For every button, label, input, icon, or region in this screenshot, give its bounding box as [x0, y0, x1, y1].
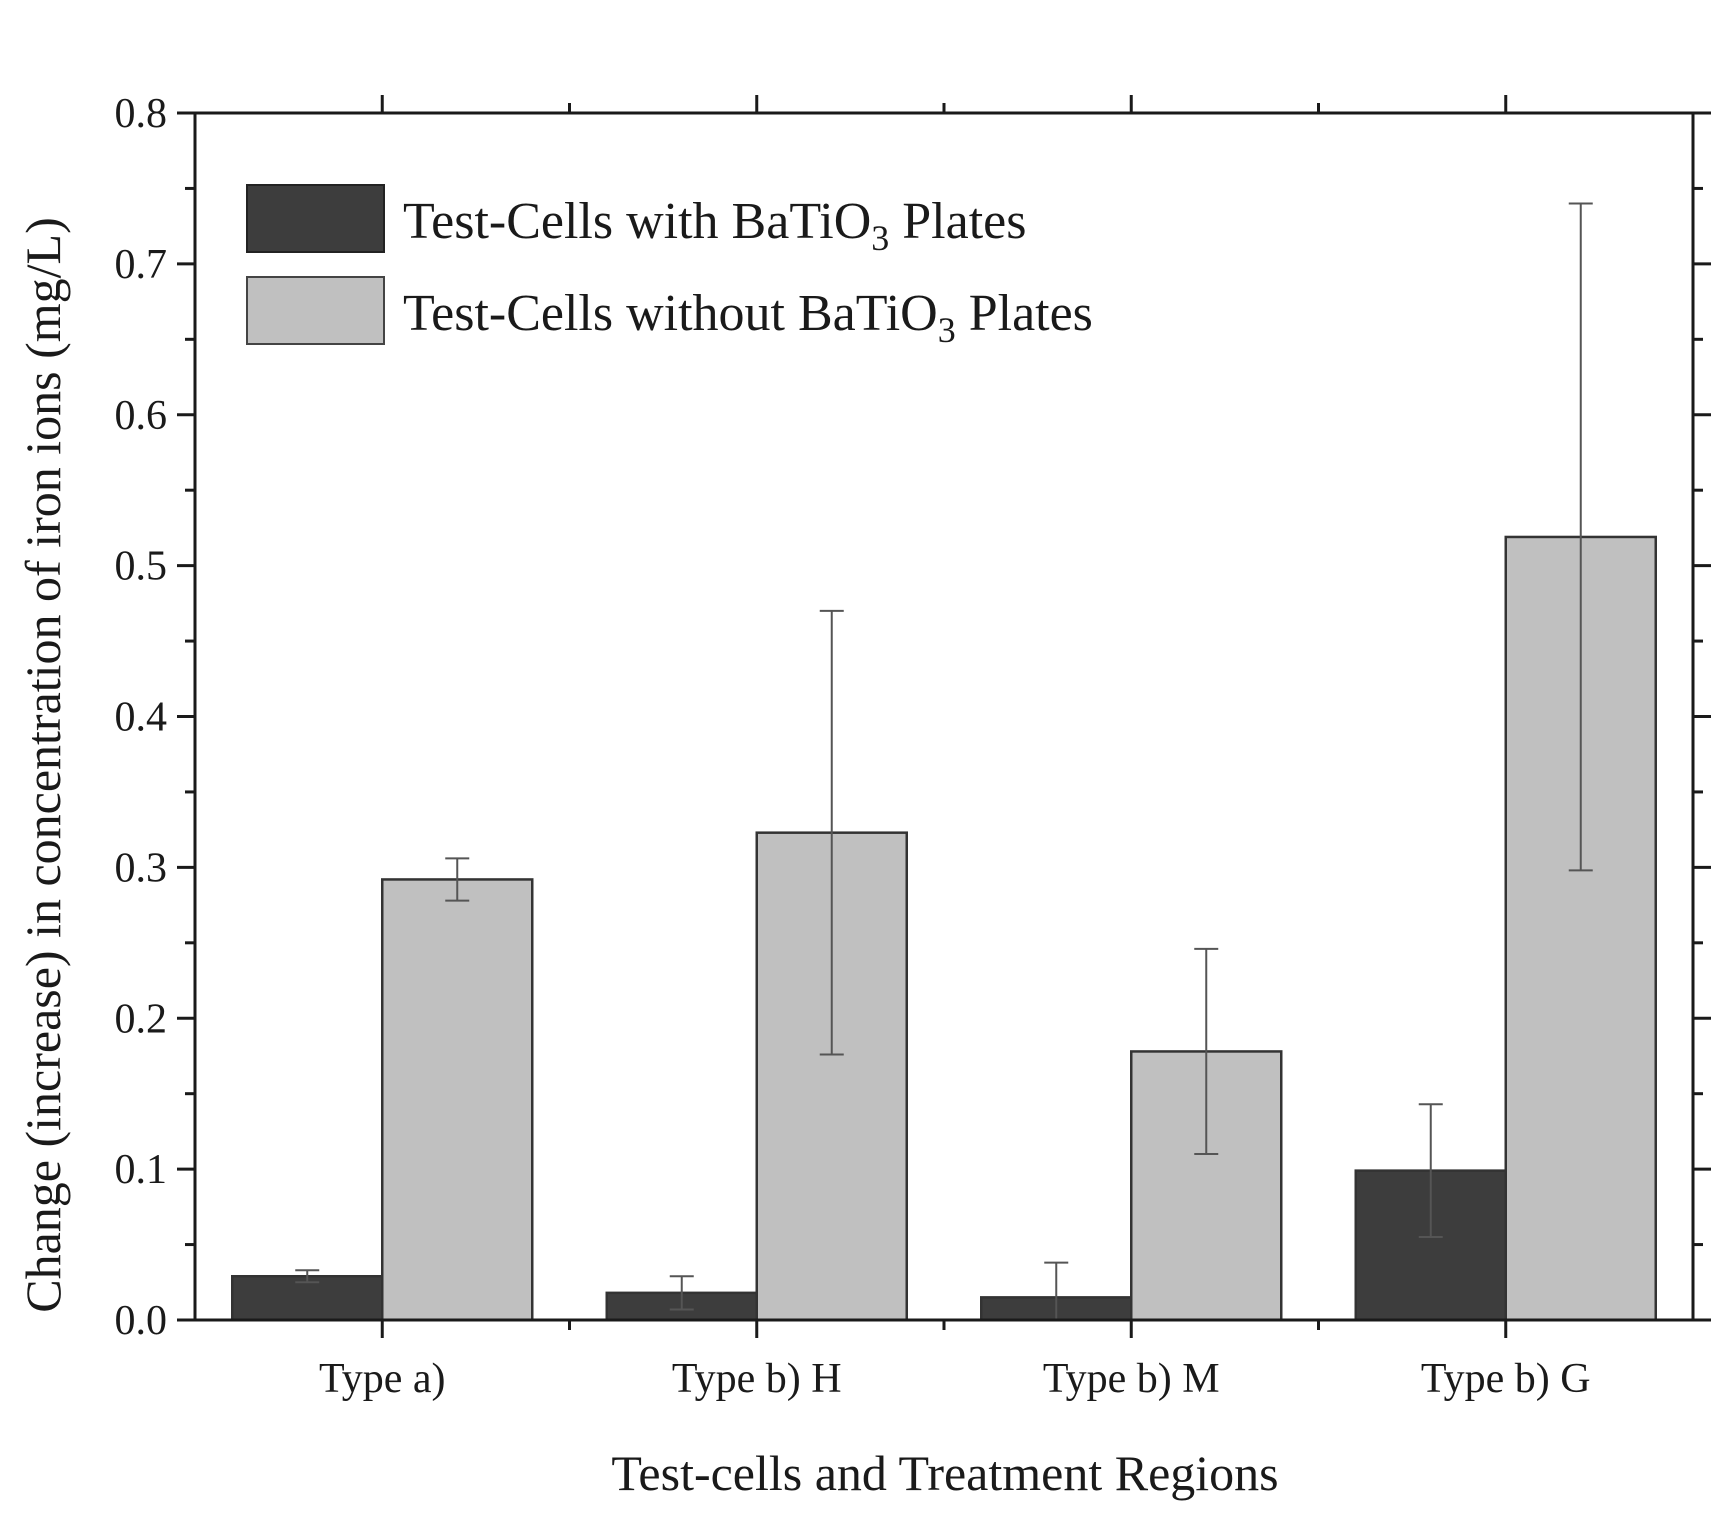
plot-frame-group — [177, 95, 1711, 1338]
y-tick-label: 0.7 — [115, 242, 168, 288]
legend: Test-Cells with BaTiO3 Plates Test-Cells… — [246, 184, 1093, 350]
x-tick-label: Type b) M — [1043, 1356, 1220, 1402]
y-tick-label: 0.6 — [115, 393, 168, 439]
bars-group — [231, 535, 1657, 1322]
bar-with-batio3 — [231, 1274, 384, 1322]
error-bars-group — [295, 202, 1593, 1321]
y-tick-label: 0.2 — [115, 996, 168, 1042]
y-tick-label: 0.5 — [115, 544, 168, 590]
y-axis-title: Change (increase) in concentration of ir… — [15, 217, 71, 1312]
y-tick-label: 0.3 — [115, 845, 168, 891]
y-tick-label: 0.1 — [115, 1147, 168, 1193]
legend-label-with: Test-Cells with BaTiO3 Plates — [403, 193, 1026, 258]
axes-group: 0.0 0.1 0.2 0.3 0.4 0.5 0.6 0.7 0.8 Type a) Type b… — [115, 91, 1591, 1402]
legend-swatch-with — [246, 184, 385, 253]
legend-label-without: Test-Cells without BaTiO3 Plates — [403, 285, 1093, 350]
bar-without-batio3 — [381, 878, 534, 1322]
x-axis-title: Test-cells and Treatment Regions — [611, 1445, 1278, 1501]
y-tick-label: 0.8 — [115, 91, 168, 137]
y-tick-label: 0.0 — [115, 1298, 168, 1344]
y-tick-label: 0.4 — [115, 695, 168, 741]
x-tick-label: Type a) — [319, 1356, 446, 1402]
legend-swatch-without — [246, 276, 385, 345]
x-tick-label: Type b) G — [1421, 1356, 1591, 1402]
x-tick-label: Type b) H — [672, 1356, 842, 1402]
